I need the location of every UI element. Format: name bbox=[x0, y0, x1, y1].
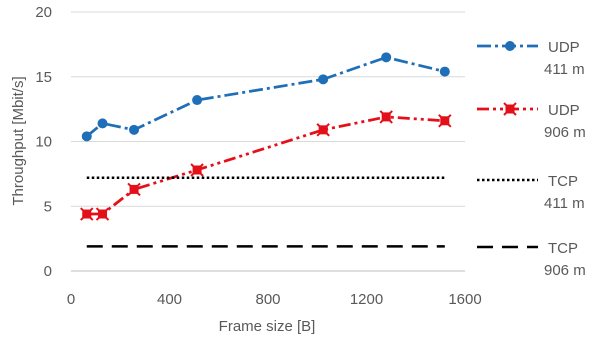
y-tick-label: 10 bbox=[35, 134, 52, 151]
data-point bbox=[439, 66, 450, 77]
legend-entry-1: UDP 906 m bbox=[477, 102, 586, 141]
legend-label: UDP bbox=[548, 102, 580, 119]
series-0 bbox=[81, 52, 450, 142]
data-point-cross-b bbox=[438, 114, 452, 128]
data-point-cross-b bbox=[316, 123, 330, 137]
data-point bbox=[81, 131, 92, 142]
legend-label: UDP bbox=[548, 39, 580, 56]
series-line bbox=[86, 115, 445, 216]
y-axis: 0 5 10 15 20 bbox=[35, 4, 52, 280]
y-tick-label: 15 bbox=[35, 69, 52, 86]
legend-entry-2: TCP 411 m bbox=[477, 173, 585, 212]
y-tick-label: 5 bbox=[44, 198, 52, 215]
data-point bbox=[192, 95, 203, 106]
x-axis: 0 400 800 1200 1600 bbox=[67, 291, 482, 308]
series-1 bbox=[80, 110, 452, 221]
legend-label: 906 m bbox=[544, 124, 586, 141]
data-point-cross-b bbox=[190, 163, 204, 177]
legend-label: TCP bbox=[548, 240, 578, 257]
data-point bbox=[97, 118, 108, 129]
legend-label: 411 m bbox=[544, 61, 585, 78]
series-line bbox=[85, 55, 446, 138]
y-tick-label: 0 bbox=[44, 263, 52, 280]
y-axis-title: Throughput [Mbit/s] bbox=[10, 76, 27, 205]
legend-entry-0: UDP 411 m bbox=[477, 39, 585, 78]
data-point bbox=[129, 124, 140, 135]
data-point-cross-b bbox=[379, 110, 393, 124]
data-point-cross-b bbox=[95, 207, 110, 221]
plot-series bbox=[80, 52, 452, 248]
x-tick-label: 400 bbox=[157, 291, 182, 308]
legend-entry-3: TCP 906 m bbox=[477, 240, 586, 279]
y-tick-label: 20 bbox=[35, 4, 52, 21]
legend-label: 411 m bbox=[544, 195, 585, 212]
x-axis-title: Frame size [B] bbox=[219, 318, 316, 335]
legend-label: 906 m bbox=[544, 262, 586, 279]
x-tick-label: 0 bbox=[67, 291, 75, 308]
data-point-cross-b bbox=[80, 207, 94, 221]
x-tick-label: 800 bbox=[255, 291, 280, 308]
legend-label: TCP bbox=[548, 173, 578, 190]
x-tick-label: 1600 bbox=[448, 291, 481, 308]
legend-marker bbox=[505, 41, 515, 51]
legend-marker-cross-b bbox=[503, 102, 517, 116]
data-point bbox=[381, 52, 392, 63]
data-point-cross-b bbox=[127, 182, 141, 197]
gridlines bbox=[71, 11, 465, 272]
legend: UDP 411 m UDP 906 m TCP 411 m TCP 906 m bbox=[477, 39, 586, 279]
data-point bbox=[318, 74, 329, 85]
x-tick-label: 1200 bbox=[350, 291, 383, 308]
